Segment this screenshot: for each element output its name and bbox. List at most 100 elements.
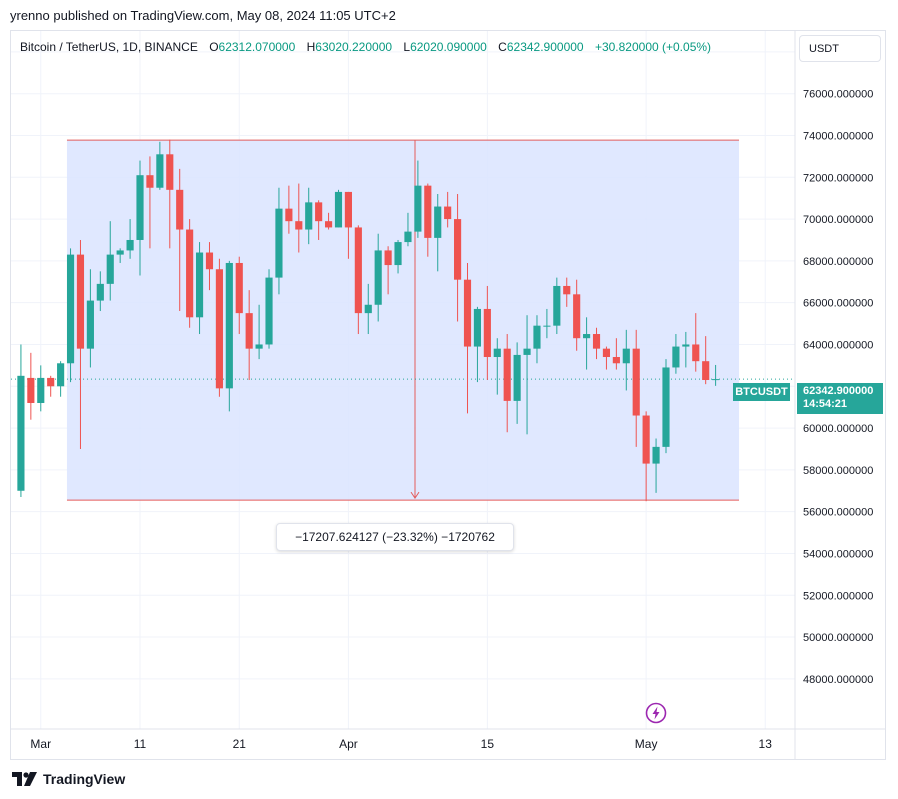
candle [186, 219, 194, 328]
y-tick-label: 58000.000000 [803, 465, 873, 477]
y-tick-label: 60000.000000 [803, 423, 873, 435]
candle [106, 221, 114, 301]
publish-header: yrenno published on TradingView.com, May… [10, 8, 396, 23]
candle-body [27, 377, 35, 403]
candle [672, 334, 680, 374]
candle-body [285, 208, 293, 222]
candle-body [186, 229, 194, 318]
candle-body [513, 354, 521, 401]
candle [66, 248, 75, 383]
candle [265, 269, 273, 349]
candle-body [622, 348, 630, 364]
candle-body [136, 175, 144, 240]
bar-countdown: 14:54:21 [803, 398, 848, 410]
candle-body [463, 279, 472, 347]
candle [622, 329, 630, 391]
candle-body [106, 254, 114, 284]
candle-body [156, 154, 164, 188]
candle [195, 242, 204, 335]
candle-body [533, 325, 541, 349]
candle [37, 365, 45, 412]
author-name[interactable]: yrenno [10, 8, 50, 23]
y-tick-label: 74000.000000 [803, 130, 873, 142]
candle-body [583, 334, 591, 339]
candle [27, 352, 35, 420]
candle [146, 156, 154, 249]
close-label: C [498, 40, 507, 54]
chart-frame [10, 30, 886, 760]
candle-body [166, 154, 174, 190]
tradingview-logo-icon [12, 772, 37, 786]
candle [612, 338, 620, 370]
candle-body [344, 191, 352, 228]
candle [523, 315, 531, 435]
candle [305, 187, 313, 245]
y-tick-label: 72000.000000 [803, 172, 873, 184]
candle [553, 277, 561, 335]
y-tick-label: 50000.000000 [803, 632, 873, 644]
candle-body [384, 250, 392, 266]
candle [86, 269, 94, 368]
candle [513, 342, 521, 424]
candle [275, 187, 283, 295]
candle [543, 308, 551, 339]
candle [434, 194, 442, 272]
candle [156, 141, 164, 190]
candle-body [305, 202, 313, 230]
candle-body [424, 185, 432, 238]
candle-body [692, 344, 700, 362]
candle [315, 200, 323, 240]
candle-body [215, 269, 223, 389]
candle-body [76, 254, 85, 349]
candle [126, 219, 134, 259]
candle [364, 283, 372, 335]
candle-body [354, 227, 362, 314]
candle [225, 260, 233, 412]
y-tick-label: 56000.000000 [803, 507, 873, 519]
candle-body [444, 206, 452, 220]
footer-logo[interactable]: TradingView [12, 771, 125, 787]
candle [295, 183, 303, 253]
measure-label[interactable]: −17207.624127 (−23.32%) −1720762 [276, 523, 514, 551]
candle [57, 361, 65, 397]
y-tick-label: 66000.000000 [803, 298, 873, 310]
candle-body [225, 262, 233, 389]
candle-body [563, 285, 571, 295]
candle-body [434, 206, 442, 238]
candle [17, 344, 25, 498]
candle [692, 313, 700, 372]
open-value: 62312.070000 [218, 40, 296, 54]
candle [702, 336, 710, 385]
candle-body [553, 285, 561, 326]
candle-body [712, 379, 720, 381]
x-tick-label: May [635, 737, 658, 751]
candle-body [146, 175, 154, 188]
close-value: 62342.900000 [506, 40, 584, 54]
candle-body [473, 308, 482, 347]
candle-body [205, 252, 214, 270]
y-tick-label: 68000.000000 [803, 256, 873, 268]
candle [662, 359, 670, 454]
y-tick-label: 76000.000000 [803, 89, 873, 101]
candle [712, 364, 720, 386]
candle-body [702, 361, 710, 380]
candle-body [592, 334, 601, 349]
candle-body [334, 191, 343, 228]
x-tick-label: 11 [134, 737, 147, 751]
candle [394, 239, 402, 274]
candle [285, 185, 293, 234]
ohlc-legend: Bitcoin / TetherUS, 1D, BINANCE O62312.0… [20, 40, 711, 54]
lightning-icon[interactable] [645, 702, 667, 724]
currency-button[interactable]: USDT [799, 35, 881, 62]
footer-brand: TradingView [43, 771, 126, 787]
candle [404, 212, 412, 247]
symbol-title[interactable]: Bitcoin / TetherUS, 1D, BINANCE [20, 40, 198, 54]
candle-body [255, 344, 263, 349]
candle-body [265, 277, 273, 345]
candle [563, 277, 571, 307]
candle [473, 306, 482, 383]
publish-info: published on TradingView.com, May 08, 20… [53, 8, 396, 23]
candle [136, 160, 144, 276]
candle [463, 262, 472, 414]
